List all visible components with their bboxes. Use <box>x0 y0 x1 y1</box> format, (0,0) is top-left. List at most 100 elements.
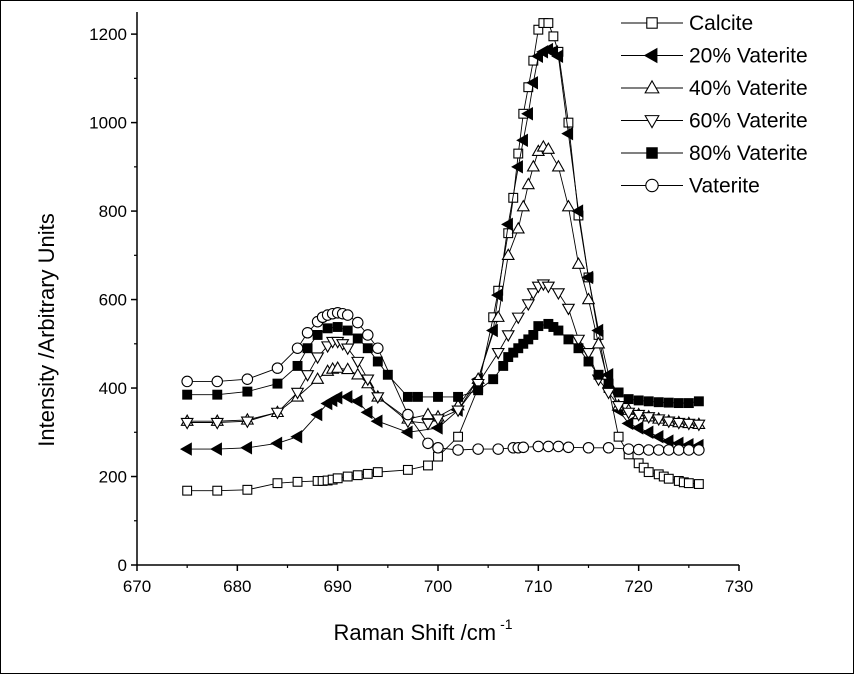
data-point <box>581 270 594 285</box>
data-point <box>643 467 654 478</box>
data-point <box>511 221 525 234</box>
data-point <box>501 330 515 343</box>
data-point <box>210 417 224 430</box>
data-point <box>472 443 484 455</box>
data-point <box>602 441 615 454</box>
data-point <box>683 398 694 409</box>
data-point <box>581 347 596 360</box>
data-point <box>692 419 706 432</box>
data-point <box>310 407 323 422</box>
data-point <box>603 378 614 389</box>
data-point <box>180 417 194 430</box>
data-point <box>330 360 345 373</box>
data-point <box>430 421 443 435</box>
x-tick-label: 700 <box>424 577 452 596</box>
data-point <box>553 325 564 336</box>
data-point <box>330 391 343 405</box>
data-point <box>400 425 413 439</box>
data-point <box>272 478 283 489</box>
data-point <box>453 391 464 402</box>
data-point <box>621 407 636 420</box>
data-point <box>453 431 464 442</box>
data-point <box>542 440 555 453</box>
data-point <box>693 444 705 456</box>
data-point <box>341 309 354 321</box>
x-tick-label: 670 <box>123 577 151 596</box>
x-axis-title: Raman Shift /cm -1 <box>333 616 512 645</box>
data-point <box>412 391 423 402</box>
data-point <box>433 391 443 402</box>
data-point <box>653 397 664 408</box>
data-point <box>652 444 665 456</box>
y-tick-label: 600 <box>99 291 127 310</box>
data-point <box>632 443 645 456</box>
legend-label: Vaterite <box>689 175 760 198</box>
data-point <box>563 334 574 345</box>
data-point <box>271 362 284 374</box>
legend-item-40pct-vaterite: 40% Vaterite <box>621 77 808 100</box>
data-point <box>571 204 584 218</box>
data-point <box>682 418 696 431</box>
data-point <box>641 425 654 439</box>
data-point <box>541 141 556 154</box>
data-point <box>272 378 283 389</box>
data-point <box>501 217 513 232</box>
data-point <box>292 360 303 371</box>
legend-marker <box>646 17 658 29</box>
legend-item-80pct-vaterite: 80% Vaterite <box>621 142 808 165</box>
data-point <box>491 347 505 360</box>
legend-marker <box>644 79 660 94</box>
data-point <box>242 484 253 495</box>
data-point <box>516 133 528 148</box>
data-point <box>340 362 355 375</box>
data-point <box>571 257 586 269</box>
data-point <box>350 394 363 409</box>
data-point <box>643 396 654 407</box>
data-point <box>548 31 559 42</box>
data-point <box>402 464 413 475</box>
series-80pct-vaterite <box>182 318 704 409</box>
series-40pct-vaterite <box>180 139 706 429</box>
data-point <box>561 126 574 141</box>
data-point <box>332 473 343 484</box>
data-point <box>621 416 634 431</box>
data-point <box>641 412 656 424</box>
data-point <box>492 443 504 455</box>
data-point <box>471 378 485 391</box>
legend-item-vaterite: Vaterite <box>621 175 760 198</box>
data-point <box>352 333 363 344</box>
data-point <box>291 342 304 354</box>
data-point <box>683 444 695 456</box>
data-point <box>511 312 525 325</box>
legend-marker <box>645 178 659 193</box>
x-tick-label: 680 <box>223 577 251 596</box>
y-axis-title: Intensity /Arbitrary Units <box>34 213 59 447</box>
data-point <box>622 443 635 455</box>
x-tick-label: 720 <box>624 577 652 596</box>
data-point <box>551 49 564 63</box>
series-line <box>187 312 699 451</box>
data-point <box>302 343 313 354</box>
data-point <box>212 389 223 400</box>
data-point <box>300 370 315 382</box>
data-point <box>631 409 646 422</box>
data-point <box>292 476 303 487</box>
data-point <box>361 374 375 387</box>
data-point <box>351 356 365 369</box>
data-point <box>673 398 684 409</box>
data-point <box>551 159 566 172</box>
legend-label: 40% Vaterite <box>689 77 808 100</box>
data-point <box>501 248 515 260</box>
data-point <box>642 444 655 456</box>
legend-label: 20% Vaterite <box>689 45 808 68</box>
data-point <box>342 471 353 482</box>
data-point <box>582 441 595 454</box>
data-point <box>372 467 383 478</box>
legend-marker <box>643 47 658 64</box>
data-point <box>631 421 644 435</box>
data-point <box>543 18 554 29</box>
data-point <box>593 369 604 380</box>
data-point <box>613 387 624 398</box>
data-point <box>312 330 323 340</box>
data-point <box>651 429 664 444</box>
